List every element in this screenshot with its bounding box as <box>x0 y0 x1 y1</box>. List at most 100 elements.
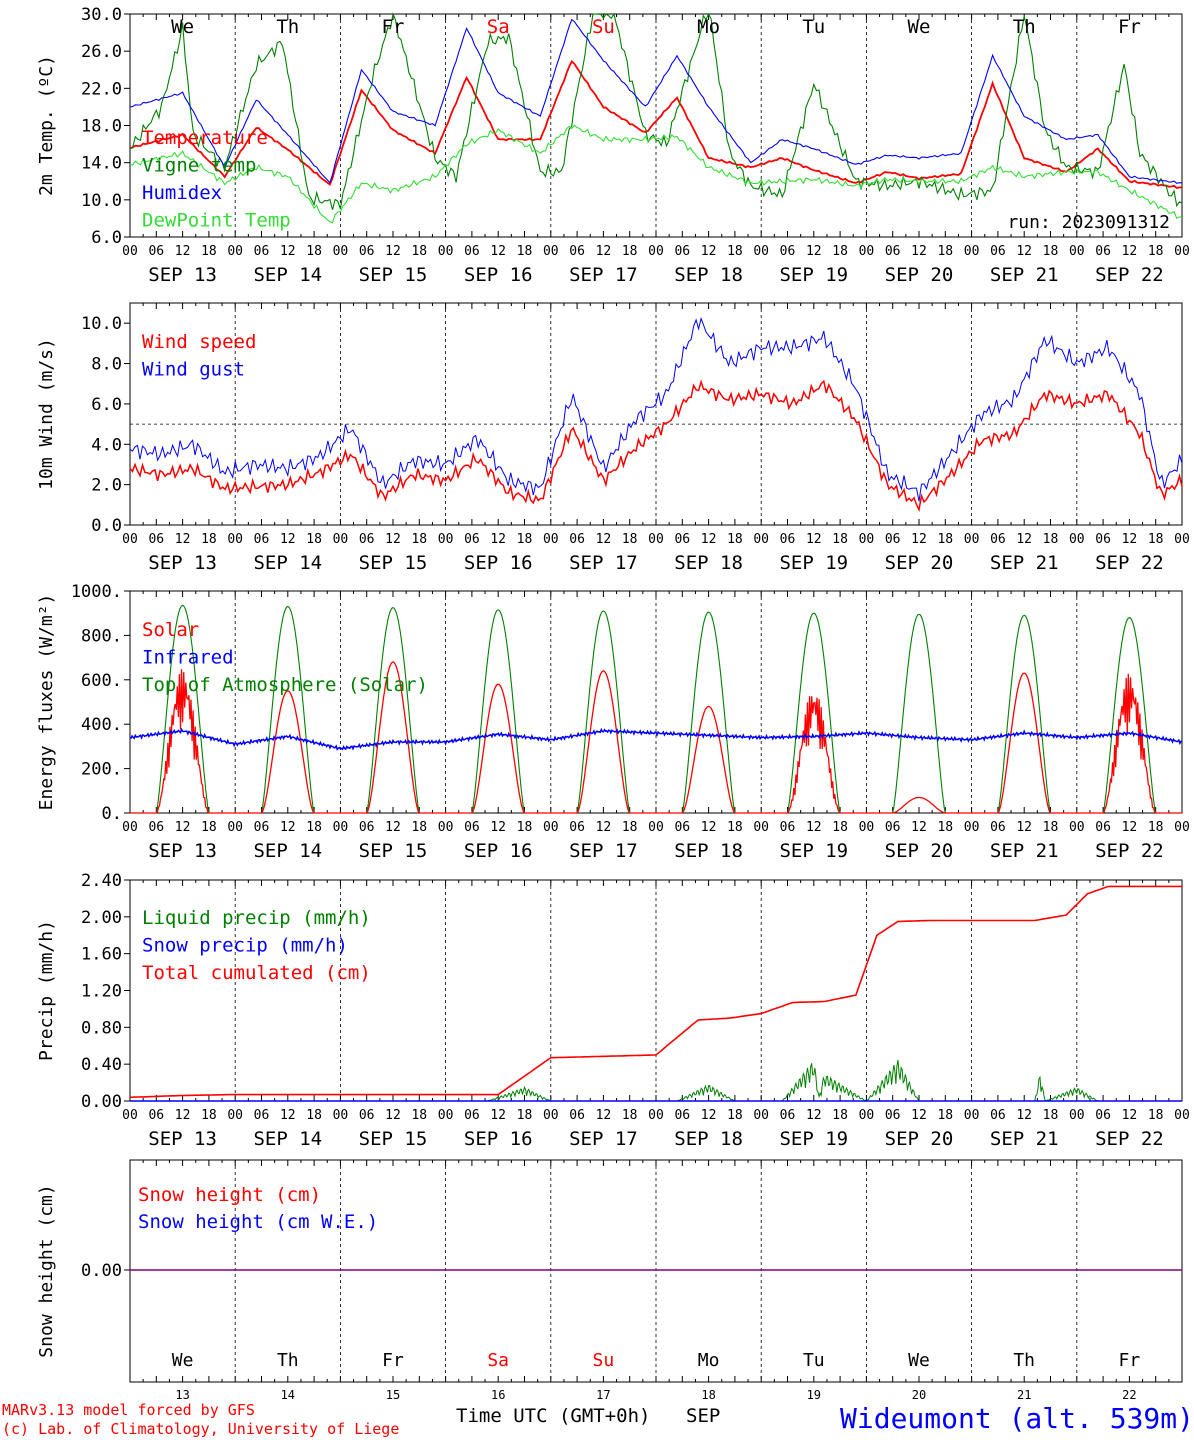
legend-entry: Snow height (cm W.E.) <box>138 1211 378 1233</box>
hour-tick-label: 18 <box>1043 532 1059 547</box>
hour-tick-label: 18 <box>411 532 427 547</box>
hour-tick-label: 00 <box>964 244 980 259</box>
hour-tick-label: 00 <box>543 244 559 259</box>
date-label: SEP 18 <box>674 552 743 574</box>
day-number-label: 16 <box>491 1388 505 1402</box>
date-label: SEP 19 <box>779 264 848 286</box>
hour-tick-label: 12 <box>175 532 191 547</box>
hour-tick-label: 00 <box>1069 532 1085 547</box>
weekday-label: Mo <box>698 1350 720 1371</box>
hour-tick-label: 00 <box>1174 532 1190 547</box>
y-tick-label: 1.20 <box>81 982 122 1002</box>
hour-tick-label: 18 <box>1043 244 1059 259</box>
series-line <box>129 885 1182 1099</box>
hour-tick-label: 06 <box>254 820 270 835</box>
hour-tick-label: 18 <box>622 244 638 259</box>
hour-tick-label: 12 <box>701 1108 717 1123</box>
hour-tick-label: 00 <box>122 532 138 547</box>
date-label: SEP 15 <box>359 552 428 574</box>
hour-tick-label: 18 <box>832 532 848 547</box>
weekday-label: We <box>908 1350 930 1371</box>
hour-tick-label: 18 <box>517 532 533 547</box>
day-number-label: 18 <box>701 1388 715 1402</box>
hour-tick-label: 06 <box>674 1108 690 1123</box>
date-label: SEP 16 <box>464 552 533 574</box>
hour-tick-label: 12 <box>385 532 401 547</box>
hour-tick-label: 18 <box>937 244 953 259</box>
legend-entry: Total cumulated (cm) <box>142 962 371 984</box>
hour-tick-label: 00 <box>333 820 349 835</box>
hour-tick-label: 18 <box>306 532 322 547</box>
legend-entry: Infrared <box>142 647 234 669</box>
hour-tick-label: 00 <box>648 820 664 835</box>
hour-tick-label: 00 <box>1174 244 1190 259</box>
hour-tick-label: 00 <box>438 244 454 259</box>
legend-entry: Snow precip (mm/h) <box>142 935 348 957</box>
y-axis-label: 10m Wind (m/s) <box>36 338 57 490</box>
hour-tick-label: 00 <box>859 1108 875 1123</box>
day-number-label: 19 <box>807 1388 821 1402</box>
date-label: SEP 20 <box>885 1128 954 1150</box>
hour-tick-label: 06 <box>569 1108 585 1123</box>
hour-tick-label: 00 <box>333 244 349 259</box>
weekday-label: Fr <box>382 16 405 38</box>
hour-tick-label: 18 <box>1148 532 1164 547</box>
hour-tick-label: 12 <box>911 532 927 547</box>
date-label: SEP 17 <box>569 840 638 862</box>
date-label: SEP 14 <box>253 552 322 574</box>
series-line <box>129 316 1183 502</box>
legend-entry: Liquid precip (mm/h) <box>142 907 371 929</box>
hour-tick-label: 00 <box>438 820 454 835</box>
hour-tick-label: 00 <box>964 532 980 547</box>
y-tick-label: 0.00 <box>81 1092 122 1112</box>
weekday-label: Fr <box>1118 16 1141 38</box>
hour-tick-label: 12 <box>1016 820 1032 835</box>
date-label: SEP 21 <box>990 1128 1059 1150</box>
day-number-label: 20 <box>912 1388 926 1402</box>
hour-tick-label: 06 <box>1095 820 1111 835</box>
energy-panel: Energy fluxes (W/m²) 0. 200. 400. 600. 800. 10… <box>36 582 1190 862</box>
y-tick-label: 6.0 <box>91 395 122 415</box>
date-label: SEP 13 <box>148 1128 217 1150</box>
hour-tick-label: 06 <box>990 1108 1006 1123</box>
x-axis-label: Time UTC (GMT+0h) <box>456 1405 650 1427</box>
weekday-label: Th <box>277 1350 299 1371</box>
legend-entry: DewPoint Temp <box>142 210 291 232</box>
hour-tick-label: 00 <box>648 244 664 259</box>
hour-tick-label: 18 <box>622 532 638 547</box>
hour-tick-label: 06 <box>359 244 375 259</box>
date-label: SEP 22 <box>1095 1128 1164 1150</box>
weekday-label: Tu <box>802 16 825 38</box>
hour-tick-label: 06 <box>359 1108 375 1123</box>
y-axis-label: Precip (mm/h) <box>36 920 57 1061</box>
y-tick-label: 1.60 <box>81 945 122 965</box>
hour-tick-label: 00 <box>1174 1108 1190 1123</box>
hour-tick-label: 06 <box>569 820 585 835</box>
y-tick-label: 0.40 <box>81 1055 122 1075</box>
weekday-label: Sa <box>487 16 510 38</box>
hour-tick-label: 12 <box>701 820 717 835</box>
hour-tick-label: 12 <box>490 244 506 259</box>
hour-tick-label: 00 <box>333 532 349 547</box>
hour-tick-label: 06 <box>148 532 164 547</box>
y-tick-label: 26.0 <box>81 42 122 62</box>
date-label: SEP 22 <box>1095 840 1164 862</box>
hour-tick-label: 00 <box>438 532 454 547</box>
hour-tick-label: 12 <box>701 532 717 547</box>
hour-tick-label: 12 <box>1122 244 1138 259</box>
date-label: SEP 20 <box>885 264 954 286</box>
hour-tick-label: 00 <box>1174 820 1190 835</box>
hour-tick-label: 18 <box>306 244 322 259</box>
hour-tick-label: 12 <box>385 820 401 835</box>
day-number-label: 13 <box>175 1388 189 1402</box>
date-label: SEP 14 <box>253 1128 322 1150</box>
day-number-label: 22 <box>1122 1388 1136 1402</box>
date-label: SEP 18 <box>674 840 743 862</box>
legend-entry: Top of Atmosphere (Solar) <box>142 674 428 696</box>
hour-tick-label: 18 <box>517 820 533 835</box>
hour-tick-label: 12 <box>911 820 927 835</box>
day-number-label: 21 <box>1017 1388 1031 1402</box>
date-label: SEP 13 <box>148 840 217 862</box>
snow-panel: Snow height (cm) 0.00 Snow height (cm) Snow… <box>36 1159 1183 1402</box>
hour-tick-label: 06 <box>990 820 1006 835</box>
